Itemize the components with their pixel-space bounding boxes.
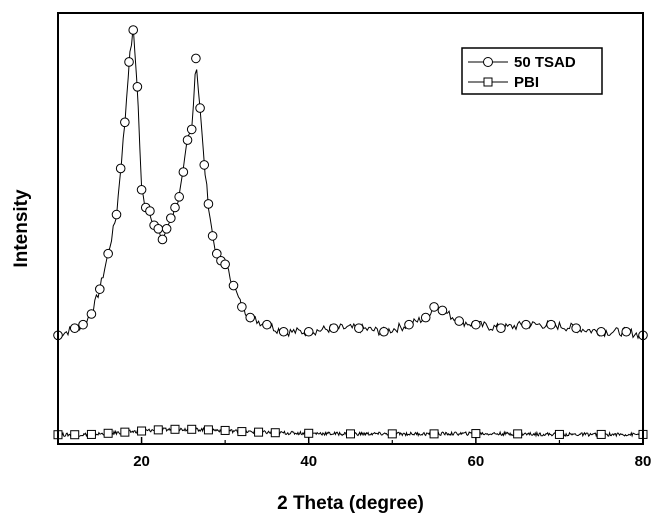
data-point-50-tsad (136, 184, 147, 195)
data-point-pbi (220, 425, 230, 435)
data-point-50-tsad (220, 259, 230, 270)
data-point-50-tsad (86, 309, 97, 319)
data-point-50-tsad (128, 25, 139, 35)
data-point-50-tsad (471, 319, 481, 330)
data-point-50-tsad (211, 248, 222, 259)
data-point-50-tsad (621, 326, 632, 337)
data-point-50-tsad (174, 192, 184, 202)
x-axis-title: 2 Theta (degree) (277, 493, 424, 514)
data-point-50-tsad (303, 326, 314, 337)
data-point-50-tsad (111, 209, 122, 220)
data-point-50-tsad (278, 326, 289, 337)
data-point-pbi (187, 424, 197, 434)
data-point-pbi (70, 430, 80, 440)
data-point-pbi (153, 425, 163, 435)
data-point-50-tsad (191, 53, 201, 64)
data-point-50-tsad (115, 163, 126, 174)
data-point-50-tsad (182, 135, 193, 145)
data-point-50-tsad (178, 167, 189, 177)
plot-area (53, 25, 648, 440)
data-point-pbi (513, 429, 523, 439)
data-point-50-tsad (354, 323, 364, 334)
legend: 50 TSAD PBI (461, 47, 603, 95)
data-point-50-tsad (166, 213, 176, 223)
data-point-pbi (387, 429, 397, 439)
data-point-pbi (237, 427, 247, 437)
data-point-50-tsad (546, 319, 556, 330)
axes: 20 40 60 80 (57, 12, 652, 470)
data-point-pbi (137, 426, 147, 436)
legend-label: 50 TSAD (514, 54, 576, 71)
data-point-pbi (170, 424, 180, 434)
x-tick-label: 80 (635, 453, 652, 470)
data-point-50-tsad (454, 316, 464, 326)
x-tick-label: 20 (133, 453, 150, 470)
data-point-50-tsad (262, 319, 272, 330)
data-point-50-tsad (429, 302, 439, 312)
data-point-50-tsad (145, 206, 155, 216)
legend-marker-square (483, 77, 493, 87)
data-point-pbi (254, 427, 264, 437)
data-point-50-tsad (207, 231, 218, 241)
data-point-50-tsad (195, 103, 205, 113)
legend-label: PBI (514, 74, 539, 91)
data-point-50-tsad (245, 312, 256, 323)
data-point-50-tsad (379, 326, 389, 337)
data-point-50-tsad (521, 319, 531, 330)
data-point-50-tsad (437, 305, 448, 316)
data-point-50-tsad (328, 323, 339, 334)
data-point-50-tsad (186, 124, 197, 135)
data-point-pbi (304, 428, 314, 438)
data-point-50-tsad (124, 57, 134, 67)
data-point-50-tsad (596, 326, 607, 337)
data-point-pbi (203, 425, 213, 435)
data-point-50-tsad (103, 248, 113, 259)
data-point-50-tsad (94, 284, 105, 294)
data-point-50-tsad (153, 224, 164, 234)
data-point-pbi (86, 429, 96, 439)
data-point-50-tsad (69, 323, 80, 334)
x-tick-label: 40 (300, 453, 317, 470)
data-point-pbi (346, 429, 355, 439)
data-point-50-tsad (78, 319, 88, 330)
data-point-50-tsad (228, 280, 239, 291)
data-point-50-tsad (157, 234, 168, 245)
data-point-50-tsad (203, 199, 214, 209)
data-point-50-tsad (199, 160, 210, 170)
x-tick-label: 60 (468, 453, 485, 470)
data-point-50-tsad (161, 224, 172, 234)
data-point-50-tsad (571, 323, 581, 334)
plot-frame (57, 12, 644, 445)
data-point-50-tsad (420, 312, 431, 323)
data-point-pbi (120, 427, 130, 437)
data-point-50-tsad (170, 202, 180, 213)
data-point-pbi (429, 429, 439, 439)
data-point-pbi (596, 429, 606, 439)
data-point-50-tsad (496, 323, 506, 334)
data-point-50-tsad (120, 117, 130, 128)
data-point-pbi (554, 429, 564, 439)
data-point-50-tsad (132, 82, 143, 92)
data-point-pbi (103, 428, 113, 438)
data-point-50-tsad (404, 319, 414, 330)
data-point-50-tsad (237, 302, 247, 312)
data-point-pbi (471, 429, 481, 439)
legend-marker-circle (483, 57, 493, 67)
data-point-pbi (270, 428, 280, 438)
y-axis-title: Intensity (11, 189, 32, 268)
